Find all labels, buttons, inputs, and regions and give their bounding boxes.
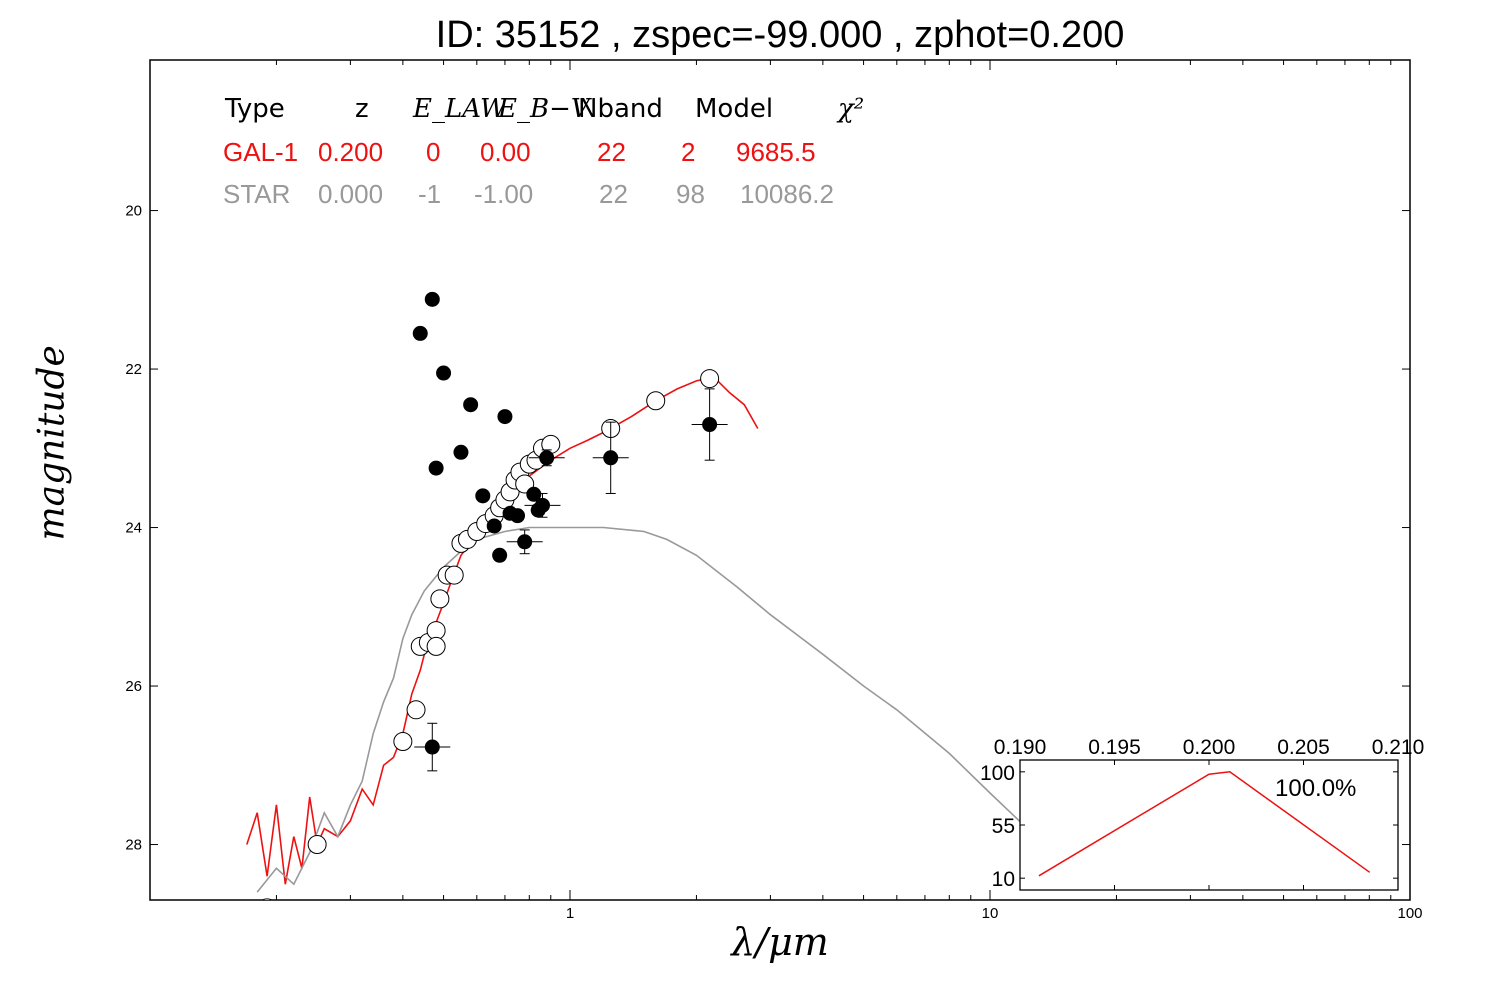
x-axis-label: λ/μm — [731, 920, 829, 964]
observed-flux-point — [526, 486, 542, 502]
observed-flux-point — [428, 460, 444, 476]
inset-x-tick-label: 0.205 — [1277, 736, 1330, 759]
x-tick-label: 100 — [1397, 905, 1422, 922]
observed-flux-point — [424, 291, 440, 307]
inset-y-tick-label: 10 — [992, 868, 1015, 891]
gal-row-ebv: 0.00 — [480, 137, 531, 167]
y-tick-label: 28 — [125, 837, 142, 854]
observed-flux-point — [492, 547, 508, 563]
table-header-ebv: E_B−V — [498, 94, 590, 124]
observed-flux-point — [517, 534, 533, 550]
table-header-elaw: E_LAW — [413, 94, 507, 124]
observed-flux-point — [412, 325, 428, 341]
observed-flux-point — [486, 518, 502, 534]
model-flux-point — [444, 565, 464, 585]
model-flux-point — [541, 434, 561, 454]
observed-flux-point — [534, 497, 550, 513]
observed-flux-point — [475, 488, 491, 504]
y-axis-label: magnitude — [31, 345, 73, 541]
model-flux-point — [261, 898, 273, 900]
y-tick-label: 26 — [125, 678, 142, 695]
star-row-chi2: 10086.2 — [740, 179, 834, 209]
inset-x-tick-label: 0.195 — [1088, 736, 1141, 759]
model-flux-point — [700, 369, 720, 389]
observed-flux-point — [603, 450, 619, 466]
x-tick-label: 1 — [566, 905, 574, 922]
y-tick-label: 20 — [125, 203, 142, 220]
observed-flux-point — [510, 508, 526, 524]
inset-x-tick-label: 0.190 — [994, 736, 1047, 759]
model-flux-point — [426, 636, 446, 656]
observed-flux-point — [539, 450, 555, 466]
observed-flux-point — [463, 397, 479, 413]
plot-area — [246, 291, 1024, 900]
inset-percent-label: 100.0% — [1275, 775, 1357, 802]
gal-row-type: GAL-1 — [223, 137, 299, 167]
model-flux-point — [646, 391, 666, 411]
x-tick-label: 10 — [982, 905, 999, 922]
model-flux-point — [406, 700, 426, 720]
gal-row-z: 0.200 — [318, 137, 384, 167]
star-row-z: 0.000 — [318, 179, 384, 209]
inset-frame — [1019, 759, 1399, 891]
observed-flux-point — [436, 365, 452, 381]
model-flux-point — [426, 621, 446, 641]
gal-row-chi2: 9685.5 — [736, 137, 816, 167]
inset-y-tick-label: 100 — [980, 762, 1015, 785]
gal-row-nband: 22 — [597, 137, 626, 167]
inset-y-tick-label: 55 — [992, 815, 1015, 838]
y-tick-label: 22 — [125, 361, 142, 378]
inset-pdf-line — [1038, 771, 1371, 877]
star-row-type: STAR — [223, 179, 291, 209]
chart-title: ID: 35152 , zspec=-99.000 , zphot=0.200 — [435, 14, 1125, 56]
observed-flux-point — [702, 417, 718, 433]
table-header-z: z — [355, 94, 369, 124]
inset-x-tick-label: 0.200 — [1183, 736, 1236, 759]
observed-flux-point — [497, 409, 513, 425]
y-tick-label: 24 — [125, 520, 142, 537]
star-row-model: 98 — [676, 179, 705, 209]
table-header-chi2: χ² — [838, 94, 865, 124]
table-header-nband: Nband — [578, 94, 663, 124]
star-row-nband: 22 — [599, 179, 628, 209]
model-flux-point — [307, 835, 327, 855]
table-header-model: Model — [695, 94, 774, 124]
model-flux-point — [430, 589, 450, 609]
photo-z-inset: 0.190 0.195 0.200 0.205 0.210 100 55 10 — [980, 736, 1424, 891]
observed-flux-point — [453, 444, 469, 460]
table-header-type: Type — [225, 94, 285, 124]
gal-row-elaw: 0 — [426, 137, 441, 167]
model-flux-point — [393, 732, 413, 752]
observed-flux-point — [424, 739, 440, 755]
inset-x-tick-label: 0.210 — [1372, 736, 1425, 759]
gal-row-model: 2 — [681, 137, 696, 167]
star-row-ebv: -1.00 — [474, 179, 534, 209]
star-row-elaw: -1 — [418, 179, 442, 209]
